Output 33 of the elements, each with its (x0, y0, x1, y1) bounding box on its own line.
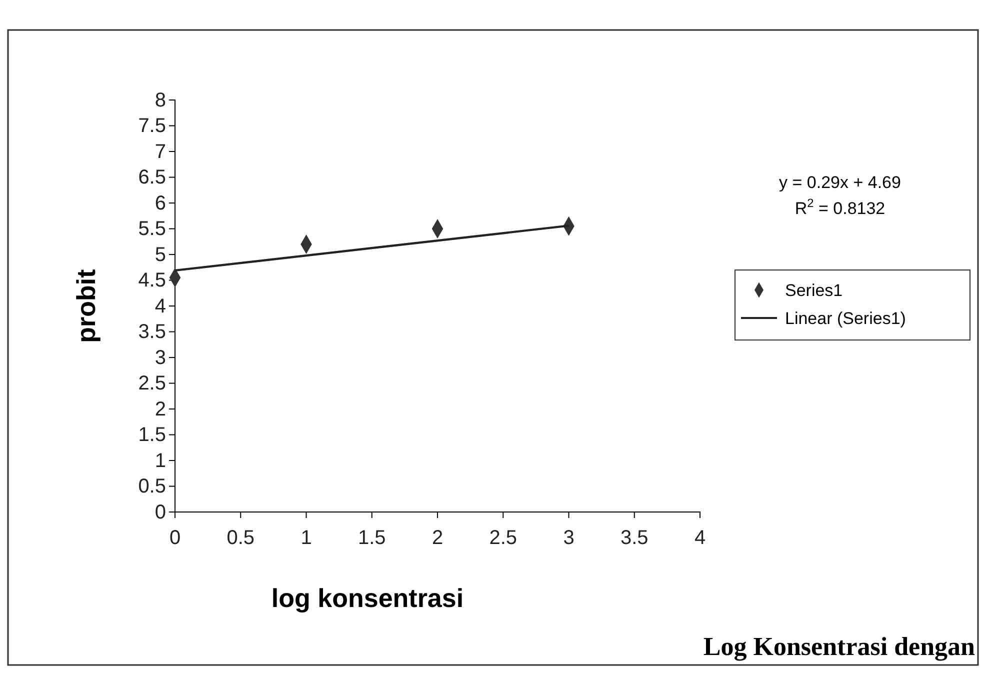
y-tick-label: 0 (154, 501, 166, 524)
y-tick-label: 7.5 (138, 115, 166, 138)
legend-label: Series1 (785, 281, 843, 300)
y-tick-label: 1 (154, 450, 166, 472)
y-tick-label: 5 (154, 244, 166, 266)
y-tick-label: 1.5 (138, 424, 166, 446)
x-tick-label: 2.5 (489, 527, 518, 550)
y-tick-label: 0.5 (138, 476, 166, 498)
y-tick-label: 2.5 (138, 372, 166, 395)
y-tick-label: 8 (154, 89, 166, 112)
y-tick-label: 7 (154, 140, 166, 163)
y-tick-label: 4 (154, 295, 166, 318)
x-tick-label: 0.5 (226, 527, 255, 550)
x-tick-label: 1 (300, 527, 312, 550)
y-tick-label: 6.5 (138, 166, 166, 189)
y-tick-label: 5.5 (138, 218, 166, 240)
x-tick-label: 2 (432, 527, 444, 550)
y-tick-label: 3.5 (138, 321, 166, 344)
y-axis-title: probit (71, 268, 101, 343)
x-tick-label: 1.5 (358, 527, 386, 550)
legend-label: Linear (Series1) (785, 309, 906, 328)
y-tick-label: 2 (154, 398, 166, 420)
x-tick-label: 4 (694, 527, 706, 550)
y-tick-label: 4.5 (138, 270, 166, 292)
x-tick-label: 0 (169, 527, 181, 550)
text: y = 0.29x + 4.69 (779, 173, 901, 192)
x-tick-label: 3 (563, 527, 574, 550)
x-tick-label: 3.5 (620, 527, 648, 550)
text: R$^{2}$ = 0.8132 (794, 196, 886, 218)
text: Log Konsentrasi dengan (703, 632, 976, 661)
y-tick-label: 3 (154, 346, 166, 369)
y-tick-label: 6 (154, 192, 166, 214)
x-axis-title: log konsentrasi (271, 583, 464, 613)
